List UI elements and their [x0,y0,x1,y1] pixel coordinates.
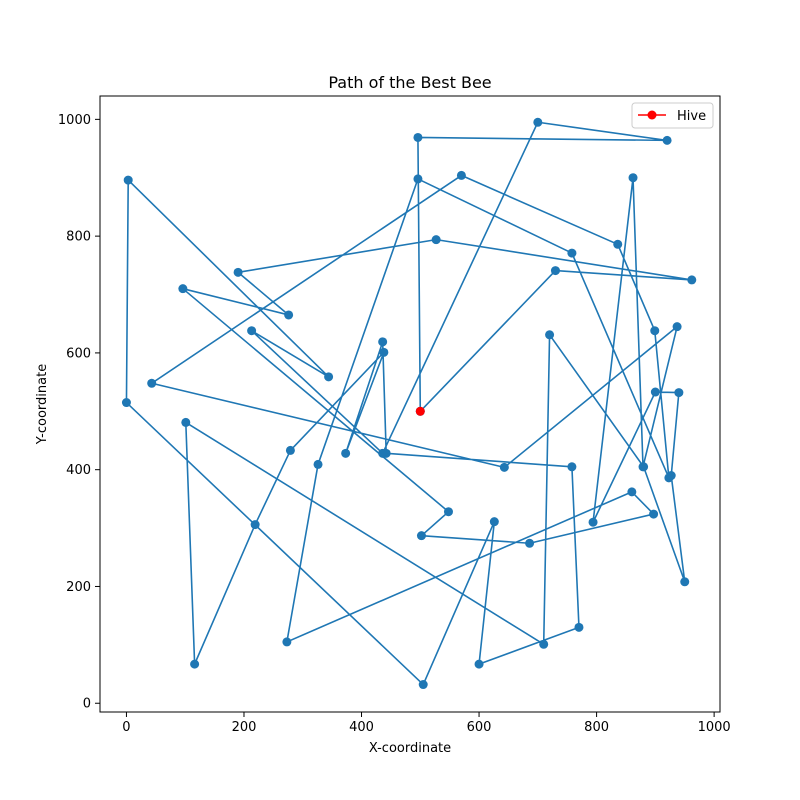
path-point [123,175,133,185]
path-point [649,509,659,519]
chart-title: Path of the Best Bee [328,73,491,92]
path-point [588,517,598,527]
path-point [413,132,423,142]
path-point [650,387,660,397]
path-point [674,388,684,398]
path-point [233,267,243,277]
legend-marker [647,110,657,120]
path-point [662,135,672,145]
path-point [379,347,389,357]
path-point [499,462,509,472]
path-point [378,337,388,347]
path-point [443,507,453,517]
path-point [567,462,577,472]
x-tick-label: 600 [467,720,492,735]
path-point [250,520,260,530]
path-point [650,326,660,336]
path-point [418,680,428,690]
path-point [178,284,188,294]
path-point [247,326,257,336]
path-point [545,330,555,340]
path-point [567,248,577,258]
marks-layer [121,117,697,690]
ticks-layer: 0 200 400 600 800 1000 0 200 400 600 800 1000 [58,113,731,735]
path-point [190,659,200,669]
path-point [639,462,649,472]
path-point [533,117,543,127]
path-point [147,378,157,388]
path-point [672,322,682,332]
path-point [525,538,535,548]
y-axis-label: Y-coordinate [35,364,50,445]
path-point [613,239,623,249]
x-tick-label: 200 [232,720,257,735]
legend: Hive [631,102,714,129]
path-point [285,445,295,455]
legend-box [631,102,714,129]
path-point [666,471,676,481]
path-point [680,577,690,587]
x-tick-label: 800 [584,720,609,735]
path-point [121,398,131,408]
legend-label: Hive [677,109,706,124]
path-point [416,531,426,541]
y-tick-label: 800 [66,230,91,245]
x-tick-label: 1000 [698,720,731,735]
path-point [284,310,294,320]
path-point [550,266,560,276]
path-point [574,622,584,632]
path-point [341,448,351,458]
y-tick-label: 200 [66,580,91,595]
path-point [628,173,638,183]
path-point [324,372,334,382]
path-point [687,275,697,285]
y-tick-label: 600 [66,346,91,361]
path-point [181,417,191,427]
path-point [456,170,466,180]
path-point [489,517,499,527]
path-point [474,659,484,669]
path-point [413,174,423,184]
path-point [313,459,323,469]
y-tick-label: 1000 [58,113,91,128]
x-axis-label: X-coordinate [369,741,451,756]
hive-marker [415,406,425,416]
x-tick-label: 0 [122,720,130,735]
path-point [378,448,388,458]
x-tick-label: 400 [349,720,374,735]
path-point [282,637,292,647]
path-point [539,639,549,649]
path-point [627,487,637,497]
plot-frame [99,95,721,713]
y-tick-label: 0 [83,697,91,712]
path-point [431,235,441,245]
y-tick-label: 400 [66,463,91,478]
